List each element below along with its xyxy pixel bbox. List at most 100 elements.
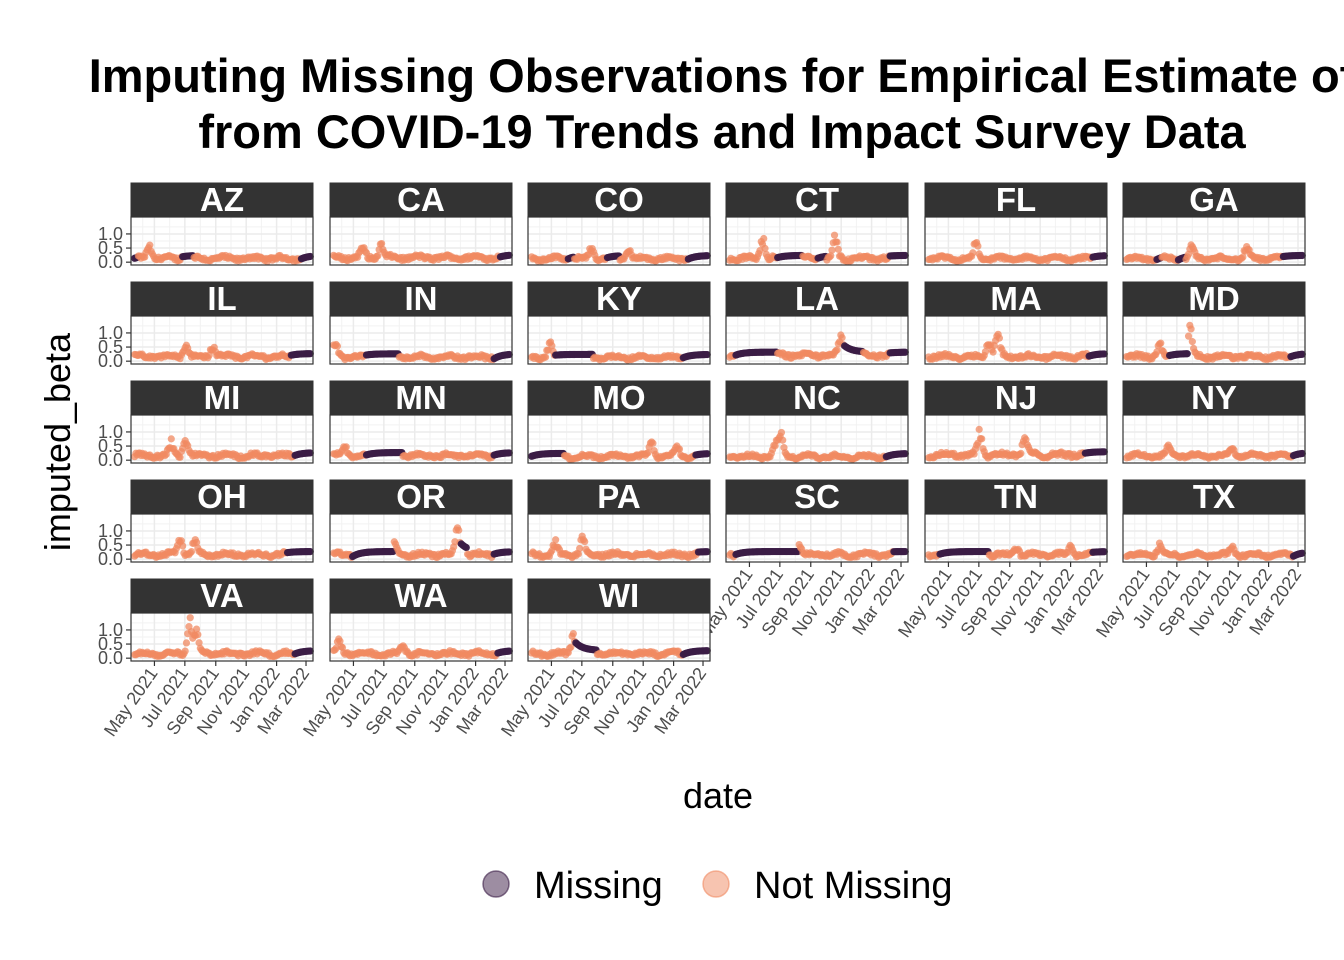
facet-border bbox=[130, 216, 314, 266]
point-not-missing bbox=[576, 544, 584, 553]
point-not-missing bbox=[760, 234, 768, 243]
point-not-missing bbox=[187, 547, 196, 556]
facet-strip bbox=[329, 182, 513, 218]
facet-border bbox=[527, 216, 711, 266]
facet-strip-label: PA bbox=[597, 478, 640, 515]
facet-oh: OH0.00.51.0 bbox=[98, 478, 314, 569]
y-tick-label: 1.0 bbox=[98, 521, 123, 541]
facet-strip-label: AZ bbox=[200, 181, 244, 218]
point-not-missing bbox=[978, 435, 986, 443]
point-not-missing bbox=[1188, 338, 1196, 346]
facet-strip-label: MA bbox=[990, 280, 1041, 317]
facet-strip-label: WA bbox=[394, 577, 447, 614]
point-not-missing bbox=[146, 241, 154, 249]
point-not-missing bbox=[581, 538, 589, 546]
facet-strip-label: CO bbox=[594, 181, 644, 218]
facet-border bbox=[329, 216, 513, 266]
facet-border bbox=[130, 315, 314, 365]
point-not-missing bbox=[989, 348, 997, 356]
point-not-missing bbox=[455, 526, 463, 534]
point-missing bbox=[1298, 350, 1306, 358]
facet-strip-label: LA bbox=[795, 280, 839, 317]
facet-border bbox=[725, 216, 909, 266]
y-tick-label: 1.0 bbox=[98, 224, 123, 244]
facet-strip-label: OR bbox=[396, 478, 446, 515]
point-not-missing bbox=[186, 614, 194, 622]
point-not-missing bbox=[548, 342, 556, 350]
y-tick-label: 0.5 bbox=[98, 337, 123, 357]
facet-border bbox=[130, 414, 314, 464]
point-not-missing bbox=[830, 231, 839, 239]
facet-strip-label: MI bbox=[204, 379, 241, 416]
facet-strip-label: MD bbox=[1188, 280, 1239, 317]
facet-strip bbox=[527, 281, 711, 317]
point-not-missing bbox=[969, 249, 977, 257]
y-tick-label: 1.0 bbox=[98, 422, 123, 442]
facet-strip bbox=[329, 281, 513, 317]
facet-border bbox=[527, 315, 711, 365]
point-missing bbox=[505, 350, 513, 359]
facet-md: MD bbox=[1122, 280, 1306, 365]
facet-strip-label: GA bbox=[1189, 181, 1239, 218]
legend: Missing Not Missing bbox=[482, 865, 953, 907]
point-not-missing bbox=[194, 631, 202, 639]
legend-label: Missing bbox=[534, 865, 663, 907]
facet-border bbox=[329, 414, 513, 464]
point-missing bbox=[1298, 251, 1306, 260]
facet-fl: FL bbox=[924, 181, 1108, 266]
point-not-missing bbox=[342, 443, 350, 451]
point-missing bbox=[306, 350, 314, 358]
facet-mi: MI 0.00.51.0 bbox=[98, 379, 314, 470]
point-not-missing bbox=[181, 647, 189, 655]
y-tick-label: 0.0 bbox=[98, 351, 123, 371]
facet-strip bbox=[1122, 281, 1306, 317]
facet-border bbox=[725, 315, 909, 365]
y-tick-label: 0.0 bbox=[98, 450, 123, 470]
facet-strip-label: IL bbox=[207, 280, 236, 317]
y-tick-label: 1.0 bbox=[98, 323, 123, 343]
y-tick-label: 0.0 bbox=[98, 252, 123, 272]
point-missing bbox=[901, 251, 909, 260]
facet-az: AZ 0.00.51.0 bbox=[98, 181, 314, 272]
facet-strip bbox=[130, 182, 314, 218]
point-missing bbox=[703, 350, 711, 359]
facet-strip-label: OH bbox=[197, 478, 247, 515]
point-not-missing bbox=[834, 245, 842, 253]
facet-border bbox=[329, 315, 513, 365]
point-not-missing bbox=[981, 348, 990, 356]
point-not-missing bbox=[675, 445, 684, 453]
point-missing bbox=[306, 252, 314, 261]
point-not-missing bbox=[1187, 325, 1195, 333]
point-missing bbox=[505, 449, 513, 457]
point-not-missing bbox=[649, 439, 657, 447]
point-not-missing bbox=[167, 435, 175, 443]
point-not-missing bbox=[827, 252, 835, 260]
point-not-missing bbox=[828, 246, 836, 254]
facet-nc: NC bbox=[725, 379, 909, 464]
facet-strip-label: MN bbox=[395, 379, 446, 416]
facet-strip-label: NY bbox=[1191, 379, 1237, 416]
point-missing bbox=[1100, 252, 1108, 260]
facet-strip-label: WI bbox=[599, 577, 639, 614]
facet-strip-label: TX bbox=[1193, 478, 1235, 515]
point-not-missing bbox=[833, 238, 841, 246]
facet-strip bbox=[1122, 182, 1306, 218]
facet-ct: CT bbox=[725, 181, 909, 266]
legend-label: Not Missing bbox=[754, 865, 953, 907]
facet-strip-label: MO bbox=[592, 379, 645, 416]
facet-border bbox=[1122, 216, 1306, 266]
point-not-missing bbox=[777, 428, 786, 437]
point-not-missing bbox=[182, 639, 191, 647]
point-missing bbox=[306, 449, 314, 457]
facet-strip bbox=[130, 380, 314, 416]
y-axis-title: imputed_beta bbox=[37, 332, 78, 551]
chart-title-line-1: Imputing Missing Observations for Empiri… bbox=[89, 49, 1344, 102]
point-missing bbox=[462, 543, 470, 552]
point-not-missing bbox=[552, 536, 560, 544]
legend-key bbox=[482, 870, 510, 898]
facet-mo: MO bbox=[527, 379, 711, 464]
